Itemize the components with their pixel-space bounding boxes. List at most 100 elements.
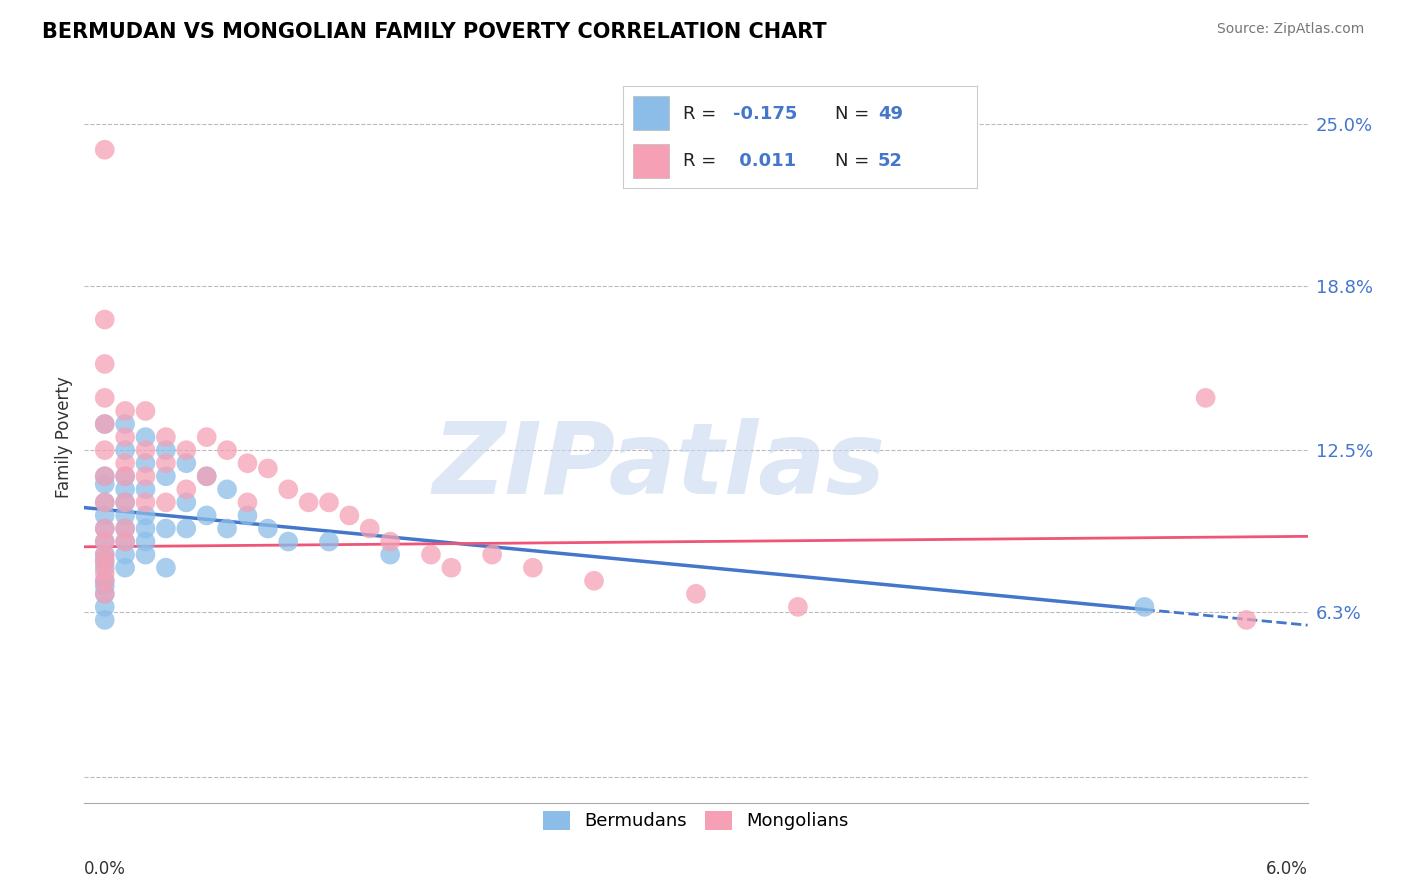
- Point: [93, 566, 117, 580]
- Point: [155, 469, 177, 483]
- Point: [135, 443, 157, 458]
- Point: [176, 521, 198, 535]
- Point: [135, 404, 157, 418]
- Point: [135, 483, 157, 497]
- Point: [93, 143, 117, 157]
- Y-axis label: Family Poverty: Family Poverty: [55, 376, 73, 498]
- Point: [93, 477, 117, 491]
- Point: [114, 469, 136, 483]
- Point: [257, 521, 280, 535]
- Point: [93, 574, 117, 588]
- Point: [93, 417, 117, 431]
- Point: [93, 391, 117, 405]
- Point: [155, 430, 177, 444]
- Point: [298, 495, 321, 509]
- Point: [93, 469, 117, 483]
- Point: [380, 548, 402, 562]
- Point: [114, 404, 136, 418]
- Point: [195, 469, 218, 483]
- Point: [93, 579, 117, 593]
- Point: [93, 495, 117, 509]
- Point: [93, 599, 117, 614]
- Point: [93, 417, 117, 431]
- Point: [583, 574, 606, 588]
- Point: [176, 443, 198, 458]
- Point: [93, 357, 117, 371]
- Legend: Bermudans, Mongolians: Bermudans, Mongolians: [536, 804, 856, 838]
- Point: [1133, 599, 1156, 614]
- Point: [93, 469, 117, 483]
- Point: [155, 495, 177, 509]
- Point: [195, 430, 218, 444]
- Text: ZIPatlas: ZIPatlas: [433, 417, 886, 515]
- Point: [318, 495, 340, 509]
- Point: [93, 613, 117, 627]
- Point: [135, 430, 157, 444]
- Point: [93, 443, 117, 458]
- Point: [236, 495, 259, 509]
- Point: [114, 417, 136, 431]
- Point: [114, 548, 136, 562]
- Point: [114, 495, 136, 509]
- Point: [114, 483, 136, 497]
- Point: [93, 534, 117, 549]
- Point: [176, 483, 198, 497]
- Point: [114, 521, 136, 535]
- Point: [155, 521, 177, 535]
- Point: [420, 548, 443, 562]
- Point: [93, 521, 117, 535]
- Text: BERMUDAN VS MONGOLIAN FAMILY POVERTY CORRELATION CHART: BERMUDAN VS MONGOLIAN FAMILY POVERTY COR…: [42, 22, 827, 42]
- Point: [359, 521, 381, 535]
- Point: [176, 456, 198, 470]
- Point: [787, 599, 810, 614]
- Point: [114, 495, 136, 509]
- Point: [93, 521, 117, 535]
- Point: [685, 587, 707, 601]
- Point: [93, 587, 117, 601]
- Point: [93, 556, 117, 570]
- Text: 0.0%: 0.0%: [84, 860, 127, 879]
- Point: [93, 574, 117, 588]
- Point: [217, 521, 239, 535]
- Point: [380, 534, 402, 549]
- Point: [339, 508, 361, 523]
- Point: [217, 483, 239, 497]
- Point: [93, 553, 117, 567]
- Text: 6.0%: 6.0%: [1265, 860, 1308, 879]
- Point: [176, 495, 198, 509]
- Point: [93, 312, 117, 326]
- Point: [236, 508, 259, 523]
- Point: [440, 560, 463, 574]
- Point: [114, 521, 136, 535]
- Point: [1236, 613, 1258, 627]
- Point: [114, 534, 136, 549]
- Point: [236, 456, 259, 470]
- Point: [318, 534, 340, 549]
- Point: [135, 456, 157, 470]
- Point: [114, 560, 136, 574]
- Point: [195, 469, 218, 483]
- Point: [114, 534, 136, 549]
- Point: [522, 560, 544, 574]
- Point: [93, 548, 117, 562]
- Point: [257, 461, 280, 475]
- Point: [481, 548, 503, 562]
- Point: [155, 456, 177, 470]
- Point: [277, 534, 299, 549]
- Point: [1195, 391, 1218, 405]
- Point: [217, 443, 239, 458]
- Point: [114, 469, 136, 483]
- Point: [93, 534, 117, 549]
- Point: [135, 469, 157, 483]
- Point: [135, 495, 157, 509]
- Point: [155, 443, 177, 458]
- Point: [114, 456, 136, 470]
- Point: [93, 495, 117, 509]
- Point: [135, 548, 157, 562]
- Point: [114, 430, 136, 444]
- Point: [135, 534, 157, 549]
- Point: [195, 508, 218, 523]
- Point: [93, 508, 117, 523]
- Point: [114, 508, 136, 523]
- Point: [155, 560, 177, 574]
